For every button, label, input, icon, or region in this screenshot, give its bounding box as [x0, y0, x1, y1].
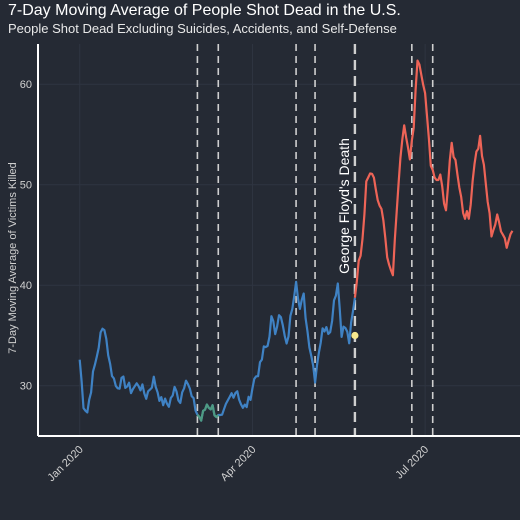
y-axis-label: 7-Day Moving Average of Victims Killed	[7, 162, 19, 354]
series-line-highlight	[196, 403, 220, 422]
x-tick-label: Jul 2020	[393, 444, 431, 482]
axes	[37, 44, 520, 437]
event-annotation: George Floyd's Death	[336, 138, 352, 274]
series-lines: George Floyd's Death	[78, 59, 514, 422]
series-line-before	[78, 280, 356, 422]
x-tick-label: Apr 2020	[218, 444, 258, 484]
grid-lines: 30 40 50 60 Jan 2020 Apr 2020 Jul 2020	[20, 44, 520, 484]
chart-subtitle: People Shot Dead Excluding Suicides, Acc…	[8, 21, 397, 36]
series-line-after	[353, 59, 514, 298]
y-tick-label: 60	[20, 79, 32, 91]
chart-title: 7-Day Moving Average of People Shot Dead…	[8, 2, 401, 19]
x-tick-label: Jan 2020	[45, 444, 85, 484]
y-tick-label: 30	[20, 381, 32, 393]
y-tick-label: 40	[20, 280, 32, 292]
event-point	[351, 331, 359, 340]
reference-lines	[196, 44, 434, 436]
y-tick-label: 50	[20, 180, 32, 192]
